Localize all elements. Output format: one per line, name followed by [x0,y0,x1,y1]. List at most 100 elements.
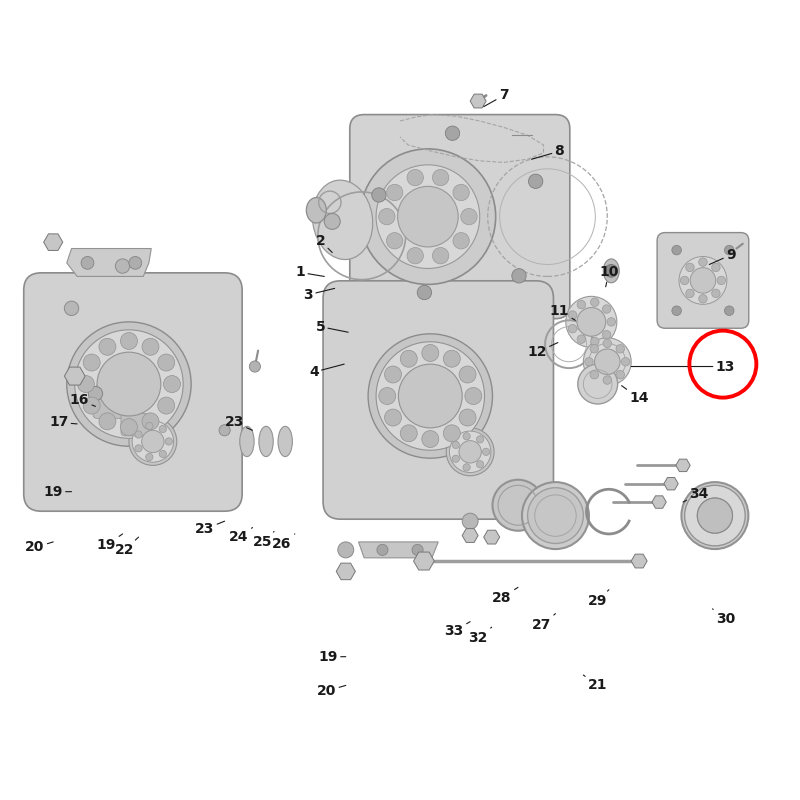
Circle shape [83,397,100,414]
Ellipse shape [313,180,373,259]
Text: 19: 19 [318,650,346,664]
Text: 2: 2 [315,234,332,253]
Circle shape [459,366,476,383]
Circle shape [165,438,173,445]
Text: 26: 26 [272,534,294,550]
Circle shape [135,445,142,452]
Circle shape [163,375,181,393]
Circle shape [568,311,577,319]
Circle shape [385,366,402,383]
Ellipse shape [240,426,254,457]
Circle shape [590,338,599,346]
Circle shape [605,265,618,278]
Circle shape [81,257,94,270]
Circle shape [529,174,543,189]
Circle shape [422,345,438,362]
Circle shape [368,334,493,458]
Text: 1: 1 [295,266,324,279]
Circle shape [418,286,431,300]
Circle shape [577,335,586,343]
Text: 9: 9 [710,248,736,265]
Circle shape [146,422,153,430]
Text: 21: 21 [583,675,607,693]
FancyBboxPatch shape [323,281,554,519]
Circle shape [453,233,470,249]
Circle shape [78,375,94,393]
Ellipse shape [259,426,274,457]
Circle shape [88,386,102,401]
Circle shape [477,461,484,468]
Circle shape [132,421,174,462]
Text: 4: 4 [309,364,344,379]
Circle shape [590,345,598,353]
Circle shape [698,498,733,533]
Circle shape [680,276,689,285]
Circle shape [725,246,734,255]
Circle shape [602,330,611,339]
Polygon shape [358,542,438,558]
Circle shape [443,350,460,367]
Circle shape [616,370,625,379]
Circle shape [566,296,617,347]
Circle shape [522,482,589,549]
Circle shape [142,338,159,355]
Circle shape [585,358,593,366]
Circle shape [378,209,395,225]
Circle shape [682,482,748,549]
Circle shape [590,370,598,379]
Text: 27: 27 [532,614,555,632]
Text: 3: 3 [303,288,334,302]
Circle shape [527,488,583,543]
FancyBboxPatch shape [657,233,749,328]
Ellipse shape [306,198,326,223]
Ellipse shape [603,259,619,283]
Circle shape [446,428,494,476]
Circle shape [64,301,78,315]
Circle shape [607,318,615,326]
Circle shape [577,300,586,309]
Text: 32: 32 [469,627,492,645]
Circle shape [690,268,716,293]
Circle shape [459,409,476,426]
Circle shape [672,246,682,255]
Circle shape [433,170,449,186]
Circle shape [583,338,631,386]
Circle shape [452,442,459,449]
Circle shape [446,126,460,141]
Text: 5: 5 [315,320,348,334]
Circle shape [378,387,396,405]
Circle shape [461,209,477,225]
Circle shape [99,413,116,430]
Circle shape [400,350,418,367]
Circle shape [372,188,386,202]
Circle shape [698,258,707,266]
Circle shape [129,257,142,270]
Circle shape [577,307,606,336]
Circle shape [602,305,611,314]
Circle shape [385,409,402,426]
Circle shape [97,352,161,416]
Circle shape [142,430,164,453]
Circle shape [376,342,485,450]
Circle shape [616,345,625,353]
Circle shape [407,247,423,264]
Circle shape [725,306,734,315]
Text: 19: 19 [43,485,71,498]
Circle shape [450,431,491,473]
FancyBboxPatch shape [24,273,242,511]
Text: 28: 28 [492,587,518,605]
Polygon shape [66,249,151,277]
Circle shape [672,306,682,315]
Circle shape [158,397,174,414]
Circle shape [135,431,142,438]
Circle shape [590,298,599,306]
FancyBboxPatch shape [121,414,149,436]
Text: 20: 20 [25,541,54,554]
Circle shape [159,450,166,458]
Circle shape [376,165,480,269]
Circle shape [400,425,418,442]
Circle shape [66,322,191,446]
Text: 23: 23 [225,415,253,430]
Circle shape [594,349,620,374]
Circle shape [603,339,611,348]
